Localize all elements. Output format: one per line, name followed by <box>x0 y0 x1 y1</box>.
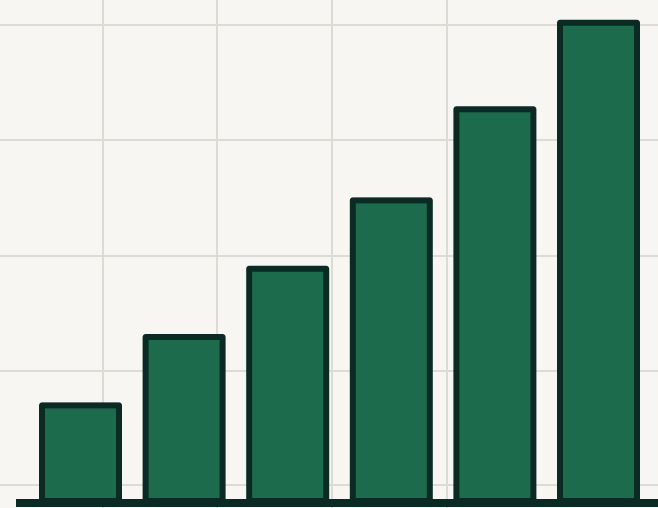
bar-1 <box>39 402 122 504</box>
bar-3 <box>246 265 330 505</box>
bar-5 <box>453 106 537 505</box>
bar-4 <box>349 197 433 504</box>
bar-2 <box>142 334 226 504</box>
bar-6 <box>557 19 640 505</box>
